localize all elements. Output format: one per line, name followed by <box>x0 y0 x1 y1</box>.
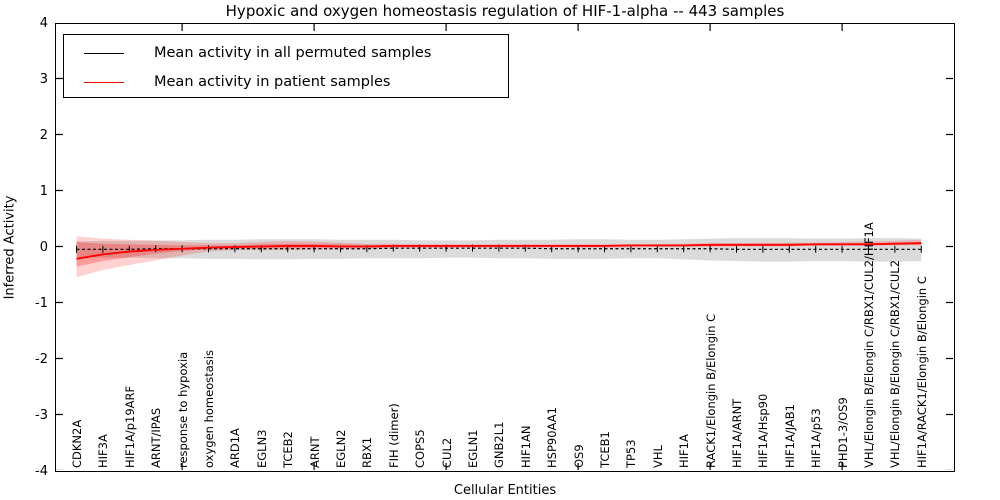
x-tick-label: HIF3A <box>96 434 111 468</box>
x-tick-label: VHL/Elongin B/Elongin C/RBX1/CUL2 <box>888 259 903 468</box>
y-tick-label: 2 <box>39 127 48 143</box>
x-tick-label: EGLN1 <box>466 429 480 468</box>
y-tick-label: 4 <box>39 15 48 31</box>
x-tick-label: oxygen homeostasis <box>202 350 216 468</box>
y-tick-label: -4 <box>35 463 48 479</box>
x-tick-label: TCEB2 <box>281 431 296 468</box>
x-tick-label: EGLN2 <box>334 429 348 468</box>
x-tick-label: HIF1A/JAB1 <box>782 404 797 468</box>
x-tick-label: ARNT/IPAS <box>149 407 164 468</box>
x-tick-label: COPS5 <box>413 429 428 468</box>
x-tick-label: HIF1A/p53 <box>809 408 824 468</box>
x-tick-label: ARNT <box>307 436 322 469</box>
x-tick-label: EGLN3 <box>254 429 269 468</box>
x-tick-label: TCEB1 <box>598 431 612 468</box>
x-tick-label: PHD1-3/OS9 <box>835 397 850 468</box>
x-axis-label: Cellular Entities <box>453 483 557 498</box>
chart-title: Hypoxic and oxygen homeostasis regulatio… <box>225 2 785 20</box>
x-tick-label: RACK1/Elongin B/Elongin C <box>703 313 718 468</box>
y-tick-label: 3 <box>39 71 48 87</box>
x-tick-label: FIH (dimer) <box>386 403 401 468</box>
y-tick-label: -3 <box>35 407 48 423</box>
legend-item-patient: Mean activity in patient samples <box>64 68 390 96</box>
x-tick-label: OS9 <box>571 444 586 468</box>
x-tick-label: TP53 <box>624 439 639 468</box>
permuted-mean-line <box>76 247 922 250</box>
x-tick-label: HIF1A/Hsp90 <box>756 393 771 468</box>
axis-ticks <box>56 24 953 470</box>
x-tick-label: HIF1A/RACK1/Elongin B/Elongin C <box>914 276 929 468</box>
legend-label: Mean activity in patient samples <box>154 74 391 90</box>
legend-item-permuted: Mean activity in all permuted samples <box>64 39 431 67</box>
x-tick-label: ARD1A <box>228 428 243 468</box>
legend-line-black <box>84 52 124 54</box>
x-tick-label: HIF1A <box>677 434 692 468</box>
legend: Mean activity in all permuted samples Me… <box>63 34 509 98</box>
x-tick-label: HIF1A/ARNT <box>730 398 744 468</box>
x-tick-label: HIF1A/p19ARF <box>122 385 137 468</box>
y-tick-label: -2 <box>35 351 48 367</box>
x-tick-label: VHL <box>650 445 665 468</box>
y-tick-label: 0 <box>39 239 48 255</box>
legend-line-red <box>84 81 124 83</box>
patient-mean-line <box>76 242 922 260</box>
x-tick-label: response to hypoxia <box>175 351 190 468</box>
plot-area: CDKN2A HIF3A HIF1A/p19ARF ARNT/IPAS response… <box>55 23 955 472</box>
x-tick-label: RBX1 <box>360 436 375 468</box>
x-tick-label: CDKN2A <box>70 419 84 468</box>
x-tick-label: GNB2L1 <box>492 421 507 468</box>
x-tick-label: CUL2 <box>439 437 454 468</box>
x-tick-label: VHL/Elongin B/Elongin C/RBX1/CUL2/HIF1A <box>862 222 876 468</box>
plot-canvas <box>56 24 953 470</box>
y-tick-label: 1 <box>39 183 48 199</box>
y-tick-label: -1 <box>35 295 48 311</box>
permuted-mean-markers <box>76 244 922 253</box>
x-tick-label: HIF1AN <box>518 425 533 468</box>
x-tick-label: HSP90AA1 <box>545 407 560 468</box>
legend-label: Mean activity in all permuted samples <box>154 45 432 61</box>
